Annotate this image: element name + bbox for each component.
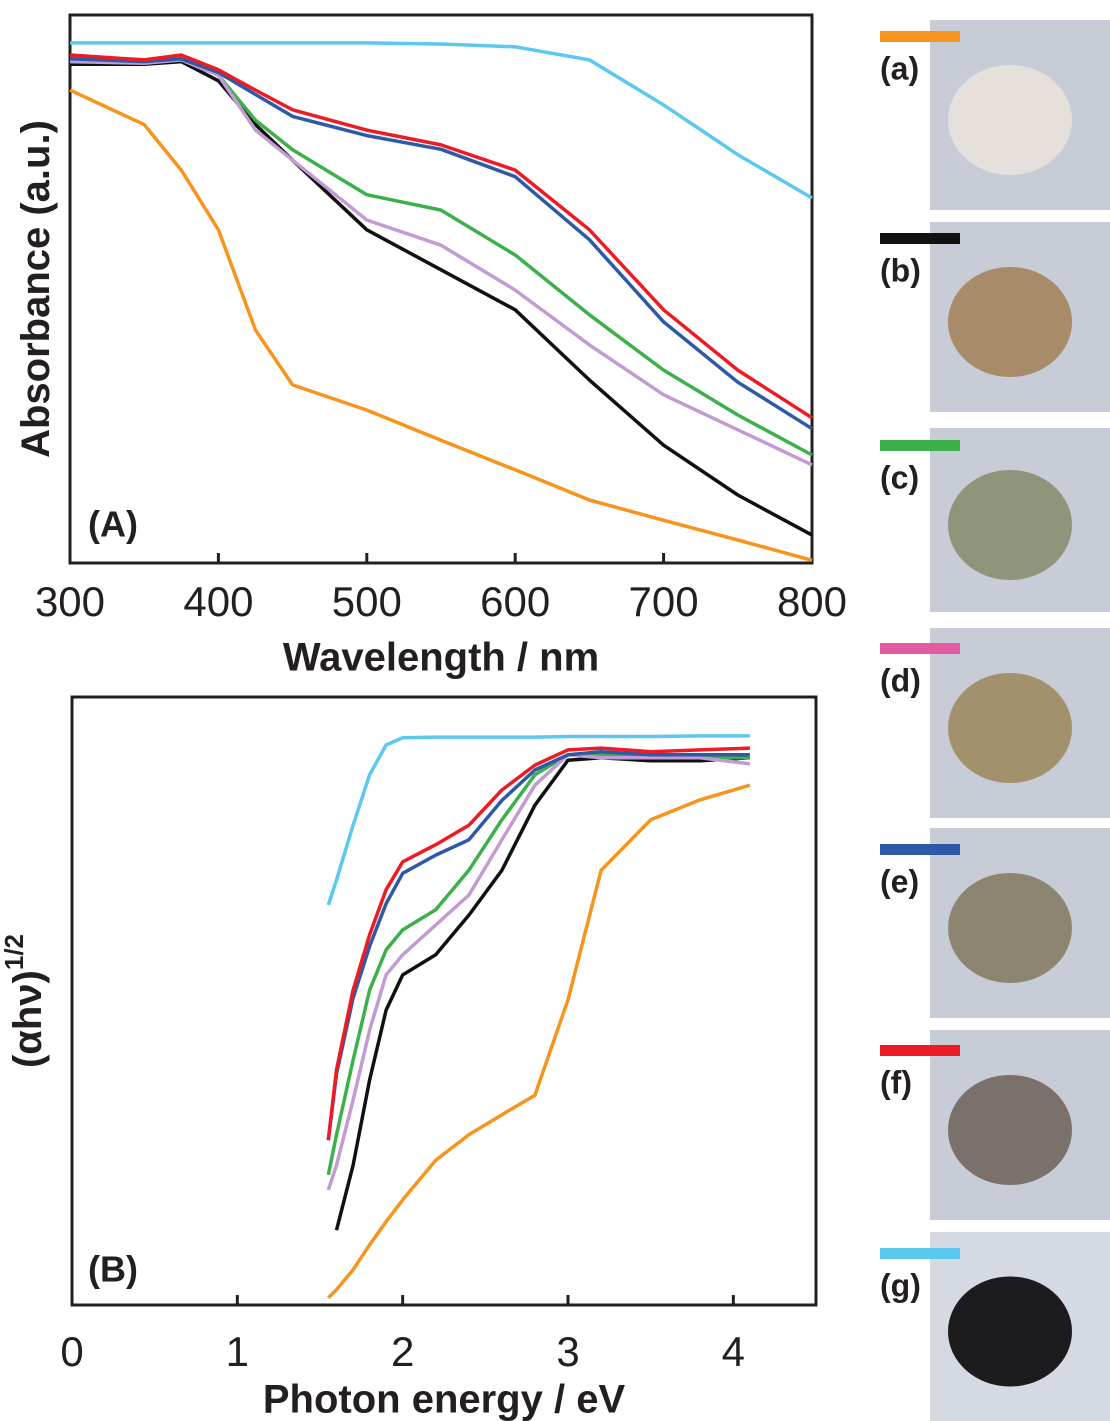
sample-color-bar [880, 233, 960, 244]
sample-color-bar [880, 844, 960, 855]
powder-pile [948, 65, 1072, 175]
sample-label: (e) [880, 863, 919, 899]
series-line [326, 734, 750, 906]
powder-pile [948, 873, 1072, 983]
y-axis-label: (αhν)1/2 [0, 934, 50, 1068]
x-axis-label: Photon energy / eV [263, 1378, 626, 1421]
x-tick-label: 800 [777, 578, 847, 625]
y-axis-label-main: (αhν) [6, 970, 50, 1068]
plot-frame [70, 695, 818, 1307]
x-axis-label: Wavelength / nm [283, 636, 599, 680]
x-tick-label: 600 [480, 578, 550, 625]
sample-label: (b) [880, 252, 921, 288]
series-line [70, 59, 813, 537]
powder-pile [948, 1276, 1072, 1387]
powder-pile [948, 673, 1072, 783]
series-line [326, 746, 750, 1141]
sample-color-bar [880, 1248, 960, 1259]
sample-color-bar [880, 31, 960, 42]
y-axis-label-main: Absorbance (a.u.) [14, 120, 58, 458]
sample-label: (g) [880, 1267, 921, 1303]
series-line [69, 53, 813, 420]
series-line [326, 749, 750, 1141]
y-axis-label: Absorbance (a.u.) [14, 120, 58, 458]
plot-frame [68, 13, 814, 565]
x-tick-label: 700 [629, 578, 699, 625]
y-axis-label-sup: 1/2 [0, 934, 29, 970]
series-line [327, 783, 751, 1299]
x-tick-label: 500 [332, 578, 402, 625]
series-line [326, 753, 750, 1176]
powder-pile [948, 470, 1072, 580]
powder-pile [948, 1075, 1072, 1185]
sample-color-bar [880, 643, 960, 654]
x-tick-label: 0 [60, 1328, 83, 1375]
x-tick-label: 2 [391, 1328, 414, 1375]
powder-pile [948, 267, 1072, 377]
series-line [69, 88, 813, 562]
sample-label: (a) [880, 50, 919, 86]
sample-color-bar [880, 1045, 960, 1056]
x-tick-label: 3 [556, 1328, 579, 1375]
series-line [69, 58, 813, 467]
x-tick-label: 300 [35, 578, 105, 625]
series-line [69, 57, 813, 431]
series-line [70, 41, 813, 200]
panel-label: (B) [88, 1249, 138, 1290]
panel-label: (A) [88, 504, 138, 545]
sample-color-bar [880, 440, 960, 451]
x-tick-label: 400 [183, 578, 253, 625]
series-line [326, 753, 751, 1191]
sample-label: (d) [880, 662, 921, 698]
series-line [69, 57, 813, 457]
series-line [334, 756, 751, 1231]
sample-label: (c) [880, 459, 919, 495]
x-tick-label: 4 [722, 1328, 745, 1375]
sample-label: (f) [880, 1064, 912, 1100]
x-tick-label: 1 [226, 1328, 249, 1375]
